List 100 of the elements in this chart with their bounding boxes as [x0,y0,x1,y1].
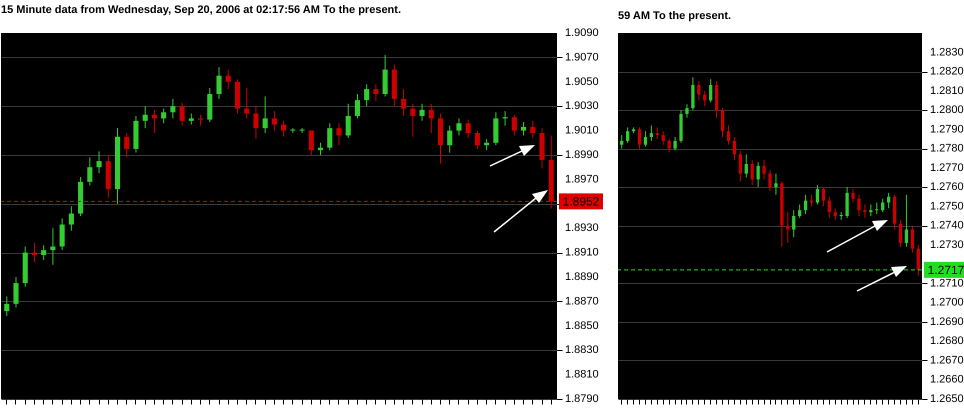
y-tick-label: 1.2740 [930,220,964,232]
candlestick [474,130,480,150]
candlestick [13,276,19,308]
candlestick [161,108,166,124]
candlestick [318,142,324,156]
candlestick [216,66,222,100]
y-tick-label: 1.8810 [565,368,599,381]
candlestick [188,113,194,125]
candlestick [428,103,434,134]
candlestick [792,210,796,238]
candlestick [68,206,74,232]
y-tick-label: 1.2750 [930,200,964,212]
y-tick-label: 1.2770 [930,162,964,174]
y-tick-label: 1.8830 [565,344,599,356]
candlestick [32,242,37,263]
candlestick [904,194,908,248]
candlestick [170,98,176,119]
y-tick-label: 1.8990 [565,149,599,161]
candlestick [910,225,914,254]
y-tick-label: 1.8890 [565,271,599,283]
candlestick [180,102,185,126]
candlestick [881,198,884,213]
candlestick [87,156,92,186]
candlestick [732,136,736,161]
y-tick-label: 1.8870 [565,295,599,308]
candlestick [336,122,342,146]
candlestick [845,186,849,218]
candlestick [709,78,712,103]
y-tick-label: 1.9070 [565,51,599,64]
candlestick [738,150,742,182]
candlestick [364,84,370,107]
candlestick [327,122,332,151]
candlestick [456,118,462,136]
candlestick [916,244,920,276]
candlestick [720,108,724,138]
candlestick [756,162,760,188]
candlestick [656,126,659,140]
y-tick-label: 1.2790 [930,123,964,136]
candlestick [662,130,665,146]
candlestick [244,87,250,119]
candlestick [620,134,624,150]
candlestick [4,296,10,317]
candlestick [401,88,406,116]
candlestick [41,244,46,260]
candlestick [798,204,802,218]
candlestick [834,208,837,220]
y-tick-label: 1.8930 [565,222,599,234]
chart-title: 59 AM To the present. [618,10,732,22]
candlestick [354,94,360,119]
candlestick [822,186,826,207]
candlestick [124,132,130,158]
candlestick [346,103,351,138]
candlestick [226,69,231,90]
ref-line-label: 1.8952 [562,194,600,208]
candlestick [308,130,314,156]
y-tick-label: 1.2650 [930,393,964,405]
candlestick [703,90,706,107]
candlestick [410,103,416,138]
y-tick-label: 1.2690 [930,316,964,328]
candlestick [750,160,754,186]
candlestick [744,154,748,178]
candlestick [447,125,452,154]
candlestick [512,114,517,136]
candlestick [50,228,56,266]
candlestick [898,219,902,248]
ref-line-label: 1.2717 [928,262,964,277]
candlestick [502,110,508,126]
y-tick-label: 1.8850 [565,320,599,332]
y-tick-label: 1.2700 [930,296,964,309]
candlestick [828,196,831,218]
candlestick [886,192,890,209]
y-tick-label: 1.2730 [930,238,964,251]
candlestick [875,202,878,215]
y-tick-label: 1.8790 [565,393,599,405]
candlestick [60,218,65,251]
y-tick-label: 1.8910 [565,246,599,259]
y-tick-label: 1.2820 [930,66,964,78]
candlestick [419,103,425,122]
candlestick [373,84,378,102]
candlestick [96,150,102,174]
y-tick-label: 1.2680 [930,335,964,348]
candlestick [281,120,286,138]
y-tick-label: 1.2760 [930,181,964,194]
y-tick-label: 1.2710 [930,277,964,290]
candlestick [768,169,772,192]
candlestick [685,104,689,118]
candlestick [272,110,277,132]
y-tick-label: 1.9010 [565,124,599,137]
candlestick [697,80,700,101]
y-tick-label: 1.2660 [930,374,964,386]
candlestick [626,126,630,144]
candlestick [863,204,867,218]
candlestick [869,204,872,216]
y-tick-label: 1.8970 [565,173,599,186]
y-tick-label: 1.2810 [930,84,964,97]
y-tick-label: 1.2780 [930,142,964,155]
y-tick-label: 1.2830 [930,46,964,58]
candlestick [810,194,814,207]
candlestick [253,106,258,140]
chart-title: 15 Minute data from Wednesday, Sep 20, 2006 at 02:17:56 AM To the present. [1,4,401,16]
